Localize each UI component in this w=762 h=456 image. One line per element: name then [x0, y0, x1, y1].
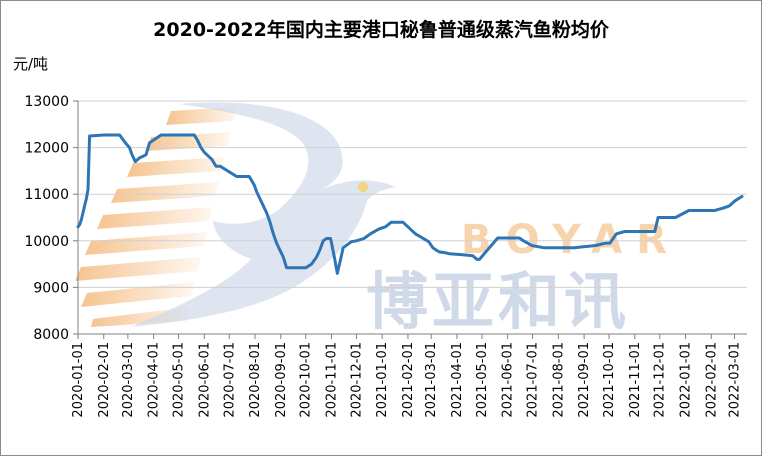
x-tick-label: 2021-03-01 — [424, 342, 439, 418]
y-tick-label: 11000 — [24, 187, 69, 203]
x-tick-label: 2021-08-01 — [551, 342, 566, 418]
x-tick-label: 2020-12-01 — [349, 342, 364, 418]
x-tick-label: 2020-09-01 — [274, 342, 289, 418]
x-axis: 2020-01-01 2020-02-01 2020-03-01 2020-04-01… — [71, 333, 747, 418]
x-tick-label: 2021-02-01 — [401, 342, 416, 418]
x-tick-label: 2021-11-01 — [628, 342, 643, 418]
x-tick-label: 2021-01-01 — [375, 342, 390, 418]
y-tick-label: 12000 — [24, 141, 69, 157]
y-tick-label: 8000 — [33, 327, 69, 343]
series-layer — [76, 133, 744, 275]
watermark-bird-eye — [358, 182, 368, 192]
x-tick-label: 2020-07-01 — [222, 342, 237, 418]
y-axis-unit-label: 元/吨 — [13, 55, 49, 73]
y-tick-label: 9000 — [33, 280, 69, 296]
x-tick-label: 2020-01-01 — [71, 342, 86, 418]
x-tick-label: 2020-04-01 — [147, 342, 162, 418]
x-tick-label: 2021-05-01 — [475, 342, 490, 418]
x-tick-label: 2022-01-01 — [679, 342, 694, 418]
boyar-watermark-logo: BOYAR 博亚和讯 — [75, 102, 681, 338]
y-axis: 8000 9000 10000 11000 12000 13000 — [24, 94, 79, 343]
x-tick-label: 2020-11-01 — [324, 342, 339, 418]
y-tick-label: 10000 — [24, 234, 69, 250]
x-tick-label: 2021-10-01 — [602, 342, 617, 418]
watermark-stripes — [75, 107, 237, 327]
x-tick-label: 2021-07-01 — [526, 342, 541, 418]
x-tick-label: 2021-09-01 — [577, 342, 592, 418]
x-tick-label: 2022-02-01 — [704, 342, 719, 418]
x-tick-label: 2020-08-01 — [248, 342, 263, 418]
chart-title: 2020-2022年国内主要港口秘鲁普通级蒸汽鱼粉均价 — [153, 19, 609, 41]
x-tick-label: 2020-03-01 — [121, 342, 136, 418]
x-tick-label: 2021-04-01 — [450, 342, 465, 418]
x-tick-label: 2020-02-01 — [97, 342, 112, 418]
x-tick-label: 2020-06-01 — [197, 342, 212, 418]
y-tick-label: 13000 — [24, 94, 69, 110]
series-line-0 — [76, 133, 744, 275]
x-tick-label: 2022-03-01 — [728, 342, 743, 418]
x-tick-label: 2020-05-01 — [172, 342, 187, 418]
watermark-brand-en: BOYAR — [461, 217, 681, 263]
watermark-bird-shape — [131, 102, 396, 327]
x-tick-label: 2021-12-01 — [653, 342, 668, 418]
watermark-brand-cn: 博亚和讯 — [366, 265, 630, 338]
x-tick-label: 2020-10-01 — [299, 342, 314, 418]
x-tick-label: 2021-06-01 — [501, 342, 516, 418]
